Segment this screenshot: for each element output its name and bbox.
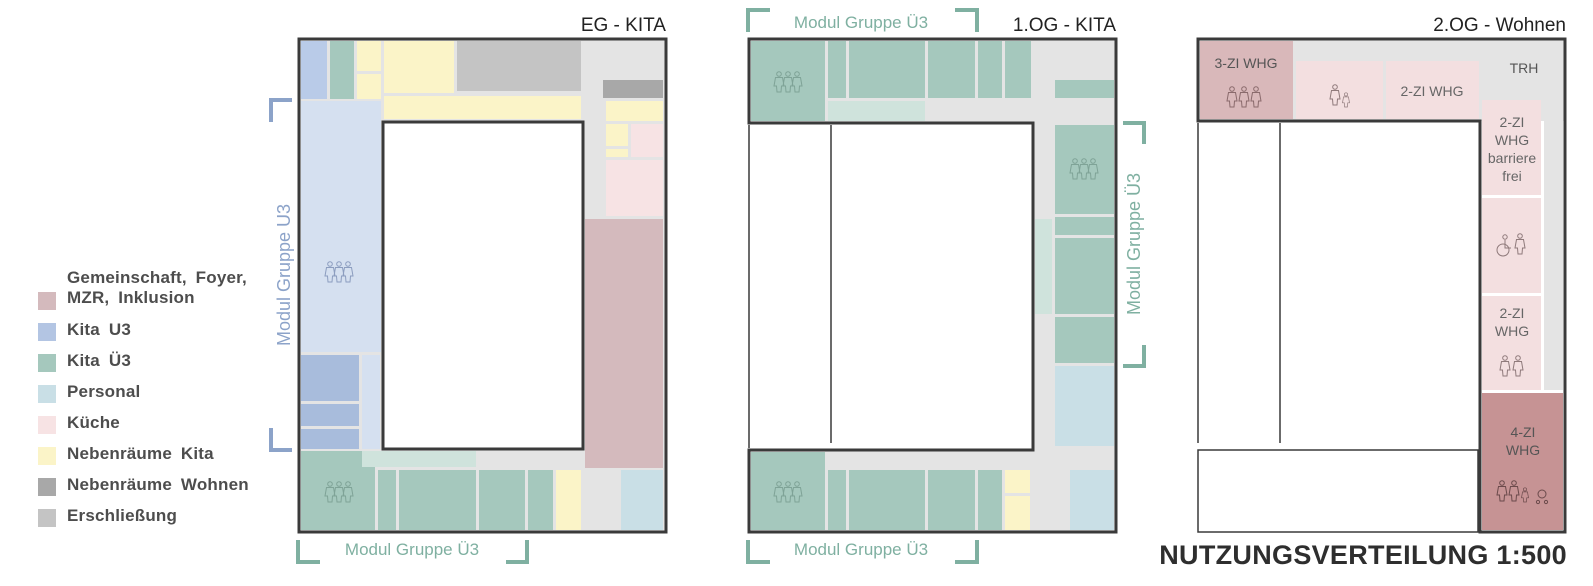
legend-item-nebenraeume-kita: Nebenräume Kita <box>38 444 268 465</box>
plan-eg: Modul Gruppe U3 Modul Gruppe Ü3 EG - KIT… <box>269 15 668 564</box>
legend-swatch <box>38 416 56 434</box>
legend-item-personal: Personal <box>38 382 268 403</box>
og2-title: 2.OG - Wohnen <box>1433 15 1566 36</box>
eg-module-bottom-label: Modul Gruppe Ü3 <box>345 540 479 559</box>
og2-unit-whg4-2: WHG <box>1506 442 1540 458</box>
legend-swatch <box>38 447 56 465</box>
legend-item-gemeinschaft: Gemeinschaft, Foyer, MZR, Inklusion <box>38 268 268 310</box>
legend: Gemeinschaft, Foyer, MZR, Inklusion Kita… <box>38 268 268 537</box>
legend-swatch <box>38 509 56 527</box>
legend-swatch <box>38 323 56 341</box>
plan-og2: 3-ZI WHG 2-ZI WHG TRH 2-ZI WHG barriere … <box>1196 15 1567 534</box>
legend-swatch <box>38 385 56 403</box>
og1-module-top-label: Modul Gruppe Ü3 <box>794 13 928 32</box>
legend-label: Personal <box>67 382 141 401</box>
legend-label: Küche <box>67 413 120 432</box>
main-title: NUTZUNGSVERTEILUNG 1:500 <box>1159 540 1567 570</box>
og2-unit-whg2-bf-2: WHG <box>1495 132 1529 148</box>
eg-module-left-label: Modul Gruppe U3 <box>274 204 294 346</box>
og1-module-right-label: Modul Gruppe Ü3 <box>1124 173 1144 315</box>
legend-item-erschliessung: Erschließung <box>38 506 268 527</box>
legend-label: Nebenräume Wohnen <box>67 475 249 494</box>
legend-swatch <box>38 292 56 310</box>
og2-unit-whg2-bf-3: barriere <box>1488 150 1536 166</box>
legend-label: Nebenräume Kita <box>67 444 214 463</box>
plan-og1: Modul Gruppe Ü3 Modul Gruppe Ü3 Modul Gr… <box>746 8 1146 564</box>
og1-title: 1.OG - KITA <box>1013 15 1116 36</box>
legend-swatch <box>38 478 56 496</box>
legend-swatch <box>38 354 56 372</box>
og2-unit-whg2-bf-1: 2-ZI <box>1500 114 1525 130</box>
legend-label: Kita U3 <box>67 320 131 339</box>
og1-module-bottom-label: Modul Gruppe Ü3 <box>794 540 928 559</box>
legend-item-kita-u3: Kita U3 <box>38 320 268 341</box>
legend-item-kita-ue3: Kita Ü3 <box>38 351 268 372</box>
og2-unit-whg2-bf-4: frei <box>1502 168 1521 184</box>
eg-title: EG - KITA <box>581 15 666 36</box>
legend-label: Kita Ü3 <box>67 351 131 370</box>
og2-unit-trh: TRH <box>1510 60 1539 76</box>
legend-item-kueche: Küche <box>38 413 268 434</box>
og2-unit-whg2-b-1: 2-ZI <box>1500 305 1525 321</box>
og2-unit-whg2-top: 2-ZI WHG <box>1401 83 1464 99</box>
og2-unit-whg3: 3-ZI WHG <box>1215 55 1278 71</box>
og2-unit-whg2-b-2: WHG <box>1495 323 1529 339</box>
legend-label: Erschließung <box>67 506 178 525</box>
legend-label: Gemeinschaft, Foyer, MZR, Inklusion <box>67 268 247 307</box>
og2-unit-whg4-1: 4-ZI <box>1511 424 1536 440</box>
legend-item-nebenraeume-wohnen: Nebenräume Wohnen <box>38 475 268 496</box>
